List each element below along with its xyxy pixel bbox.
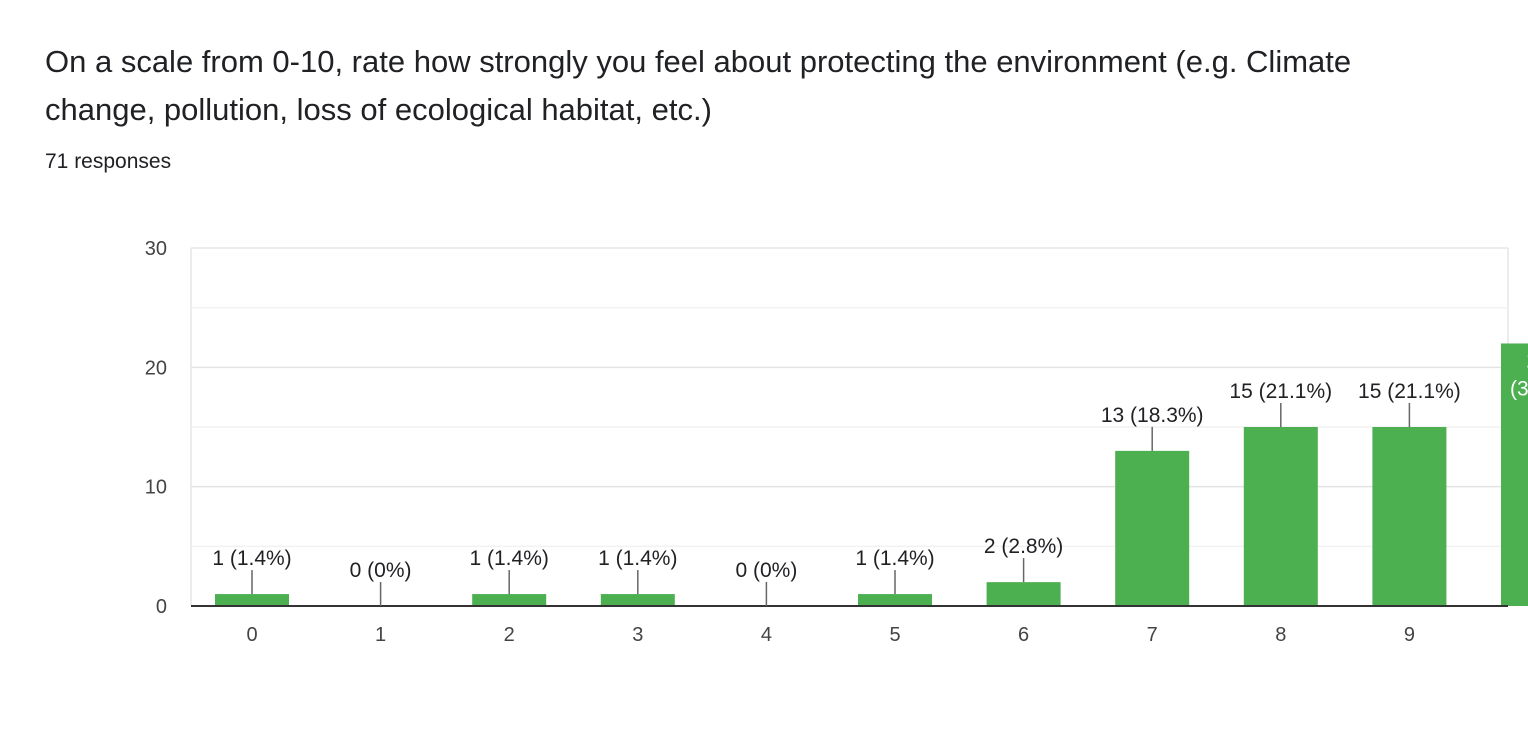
data-label: 1 (1.4%) [855,547,934,570]
response-count: 71 responses [45,150,172,173]
data-label: 15 (21.1%) [1229,380,1332,403]
y-tick-label: 0 [156,596,167,618]
data-label: 22 [1526,349,1528,372]
x-tick-label: 10 [1527,624,1528,646]
data-label: 1 (1.4%) [598,547,677,570]
x-tick-label: 2 [504,624,515,646]
x-tick-label: 7 [1147,624,1158,646]
x-tick-label: 9 [1404,624,1415,646]
x-tick-label: 8 [1275,624,1286,646]
x-tick-label: 4 [761,624,772,646]
data-label: 1 (1.4%) [212,547,291,570]
y-tick-label: 10 [145,477,167,499]
bars [215,343,1528,606]
bar [1243,427,1318,606]
y-tick-label: 20 [145,357,167,379]
x-tick-label: 0 [246,624,257,646]
data-labels: 1 (1.4%) 0 (0%) 1 (1.4%) 1 (1.4%) 0 (0%) 1 (1… [212,349,1528,606]
question-title: On a scale from 0-10, rate how strongly … [45,44,1352,127]
bar [858,594,932,606]
bar [1501,343,1528,606]
bar [1115,450,1190,606]
bar [600,594,675,606]
bar [1372,427,1447,606]
x-tick-label: 3 [632,624,643,646]
data-label: 15 (21.1%) [1358,380,1461,403]
data-label: 0 (0%) [735,559,797,582]
data-label: 1 (1.4%) [470,547,549,570]
x-tick-label: 5 [889,624,900,646]
y-tick-label: 30 [145,238,167,260]
x-axis-ticks: 0 1 2 3 4 5 6 7 8 9 10 [246,624,1528,646]
x-tick-label: 6 [1018,624,1029,646]
y-axis-ticks: 0 10 20 30 [145,238,167,618]
data-label: 13 (18.3%) [1101,404,1204,427]
bar [215,594,289,606]
data-label: (31%) [1510,377,1528,400]
bar [986,582,1061,606]
data-label: 2 (2.8%) [984,535,1063,558]
data-label: 0 (0%) [350,559,412,582]
bar [472,594,547,606]
x-tick-label: 1 [375,624,386,646]
